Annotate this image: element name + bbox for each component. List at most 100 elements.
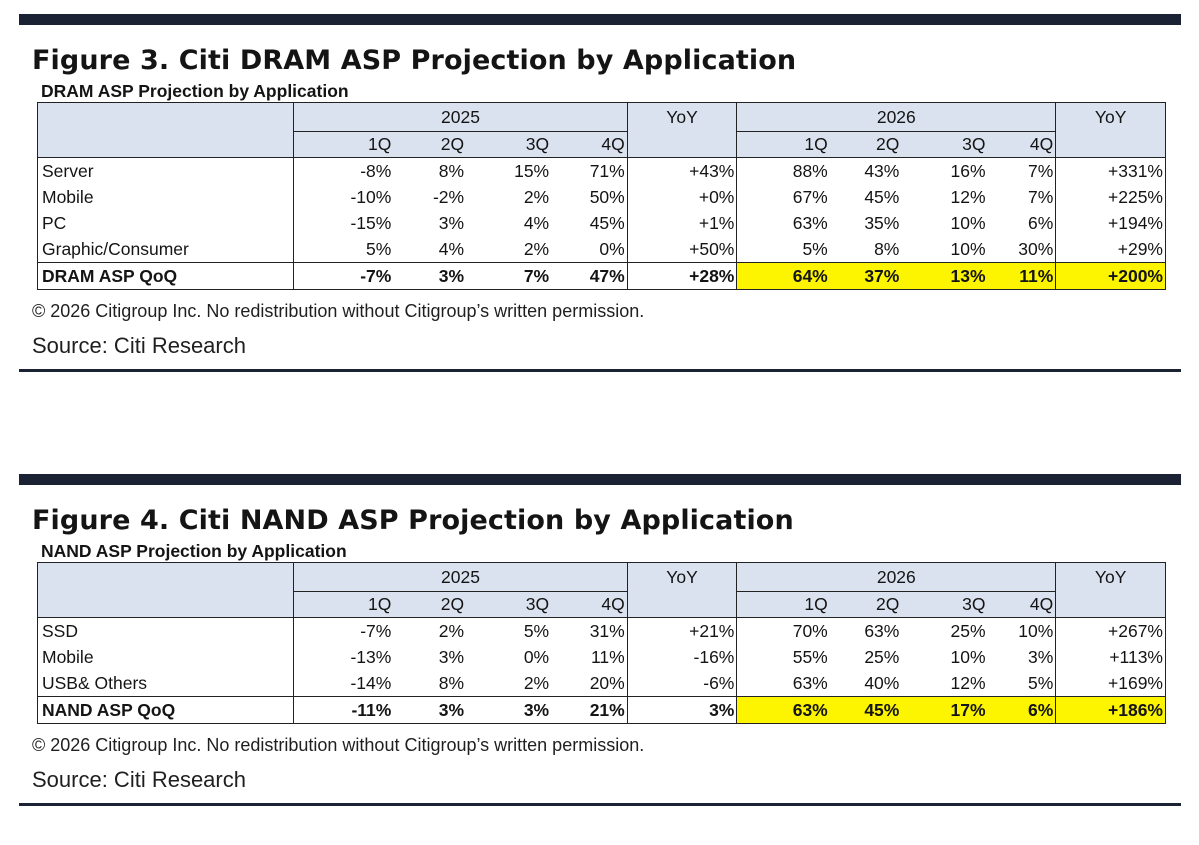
cell-value: 3% (438, 647, 465, 667)
yoy-2025-header: YoY (626, 562, 737, 592)
cell-value: 8% (874, 239, 900, 259)
yoy-header-blank (1055, 591, 1166, 618)
cell-value: 11% (590, 647, 625, 667)
cell-value: 5% (1027, 673, 1054, 693)
cell-value: -2% (432, 187, 465, 207)
year-2026-header: 2026 (736, 562, 1056, 592)
cell-value: 20% (589, 673, 625, 693)
cell-value: 70% (736, 617, 830, 644)
quarter-header: 4Q (987, 131, 1056, 158)
cell-value: 0% (599, 239, 625, 259)
cell-value: 8% (438, 673, 465, 693)
cell-value: 2% (393, 617, 467, 644)
row-label: Mobile (36, 644, 294, 670)
source-note: Source: Citi Research (32, 333, 246, 358)
highlighted-yoy-value: +186% (1055, 696, 1166, 724)
cell-value: 10% (987, 617, 1056, 644)
total-value: 47% (551, 262, 628, 290)
quarter-header: 2Q (829, 591, 902, 618)
corner-cell (36, 591, 294, 618)
total-value: 3% (466, 696, 552, 724)
yoy-value: +21% (626, 617, 737, 644)
cell-value: 10% (950, 647, 986, 667)
total-row: NAND ASP QoQ -11% 3% 3% 21% 3% 63% 45% 1… (36, 696, 1166, 724)
quarter-header: 2Q (829, 131, 902, 158)
cell-value: 5% (736, 236, 830, 263)
cell-value: 15% (466, 157, 552, 184)
highlighted-yoy-value: +200% (1055, 262, 1166, 290)
yoy-value: +225% (1055, 184, 1166, 210)
top-rule (19, 474, 1181, 485)
cell-value: -7% (293, 617, 394, 644)
total-yoy-value: 3% (626, 696, 737, 724)
highlighted-value: 64% (736, 262, 830, 290)
yoy-value: -16% (626, 644, 737, 670)
cell-value: -13% (293, 644, 394, 670)
cell-value: 12% (950, 673, 986, 693)
figure-title: Figure 3. Citi DRAM ASP Projection by Ap… (32, 45, 797, 76)
cell-value: -8% (293, 157, 394, 184)
quarter-header: 4Q (551, 591, 628, 618)
cell-value: 4% (523, 213, 550, 233)
cell-value: 6% (1027, 213, 1054, 233)
cell-value: 63% (829, 617, 902, 644)
total-value: 7% (466, 262, 552, 290)
yoy-header-blank (1055, 131, 1166, 158)
total-value: 3% (393, 696, 467, 724)
corner-cell (36, 102, 294, 132)
cell-value: 63% (736, 210, 830, 236)
cell-value: 2% (523, 187, 550, 207)
cell-value: 45% (589, 213, 625, 233)
cell-value: 3% (438, 213, 465, 233)
yoy-2026-header: YoY (1055, 562, 1166, 592)
cell-value: 4% (438, 239, 465, 259)
figure-dram: Figure 3. Citi DRAM ASP Projection by Ap… (19, 14, 1181, 372)
yoy-value: +29% (1055, 236, 1166, 263)
cell-value: 16% (901, 157, 988, 184)
total-yoy-value: +28% (626, 262, 737, 290)
table-row: Mobile -10% -2% 2% 50% +0% 67% 45% 12% 7… (36, 184, 1166, 210)
yoy-value: +1% (626, 210, 737, 236)
highlighted-value: 13% (901, 262, 988, 290)
highlighted-value: 45% (829, 696, 902, 724)
cell-value: 10% (950, 213, 986, 233)
total-label: DRAM ASP QoQ (36, 262, 294, 290)
yoy-value: +113% (1055, 644, 1166, 670)
table-row: Server -8% 8% 15% 71% +43% 88% 43% 16% 7… (36, 157, 1166, 184)
total-value: -11% (293, 696, 394, 724)
yoy-header-blank (626, 591, 737, 618)
row-label: Server (36, 157, 294, 184)
projection-table: 2025 YoY 2026 YoY 1Q 2Q 3Q 4Q 1Q 2Q 3Q 4… (36, 102, 1166, 290)
cell-value: 35% (864, 213, 900, 233)
table-row: Graphic/Consumer 5% 4% 2% 0% +50% 5% 8% … (36, 236, 1166, 263)
cell-value: -10% (293, 184, 394, 210)
row-label: SSD (36, 617, 294, 644)
table-title: DRAM ASP Projection by Application (41, 81, 349, 101)
yoy-header-blank (626, 131, 737, 158)
highlighted-value: 17% (901, 696, 988, 724)
projection-table: 2025 YoY 2026 YoY 1Q 2Q 3Q 4Q 1Q 2Q 3Q 4… (36, 562, 1166, 724)
yoy-value: +169% (1055, 670, 1166, 697)
cell-value: 30% (1018, 239, 1054, 259)
table-title: NAND ASP Projection by Application (41, 541, 347, 561)
corner-cell (36, 562, 294, 592)
total-row: DRAM ASP QoQ -7% 3% 7% 47% +28% 64% 37% … (36, 262, 1166, 290)
cell-value: 3% (1027, 647, 1054, 667)
copyright-note: © 2026 Citigroup Inc. No redistribution … (32, 301, 645, 321)
cell-value: 7% (1027, 187, 1054, 207)
highlighted-value: 63% (736, 696, 830, 724)
cell-value: 50% (589, 187, 625, 207)
bottom-rule (19, 369, 1181, 372)
quarter-header: 1Q (293, 131, 394, 158)
yoy-value: -6% (626, 670, 737, 697)
table-row: Mobile -13% 3% 0% 11% -16% 55% 25% 10% 3… (36, 644, 1166, 670)
total-label: NAND ASP QoQ (36, 696, 294, 724)
table-row: PC -15% 3% 4% 45% +1% 63% 35% 10% 6% +19… (36, 210, 1166, 236)
yoy-value: +0% (626, 184, 737, 210)
yoy-value: +331% (1055, 157, 1166, 184)
row-label: Graphic/Consumer (36, 236, 294, 263)
quarter-header: 2Q (393, 131, 467, 158)
figure-title: Figure 4. Citi NAND ASP Projection by Ap… (32, 505, 794, 536)
table-row: USB& Others -14% 8% 2% 20% -6% 63% 40% 1… (36, 670, 1166, 697)
top-rule (19, 14, 1181, 25)
